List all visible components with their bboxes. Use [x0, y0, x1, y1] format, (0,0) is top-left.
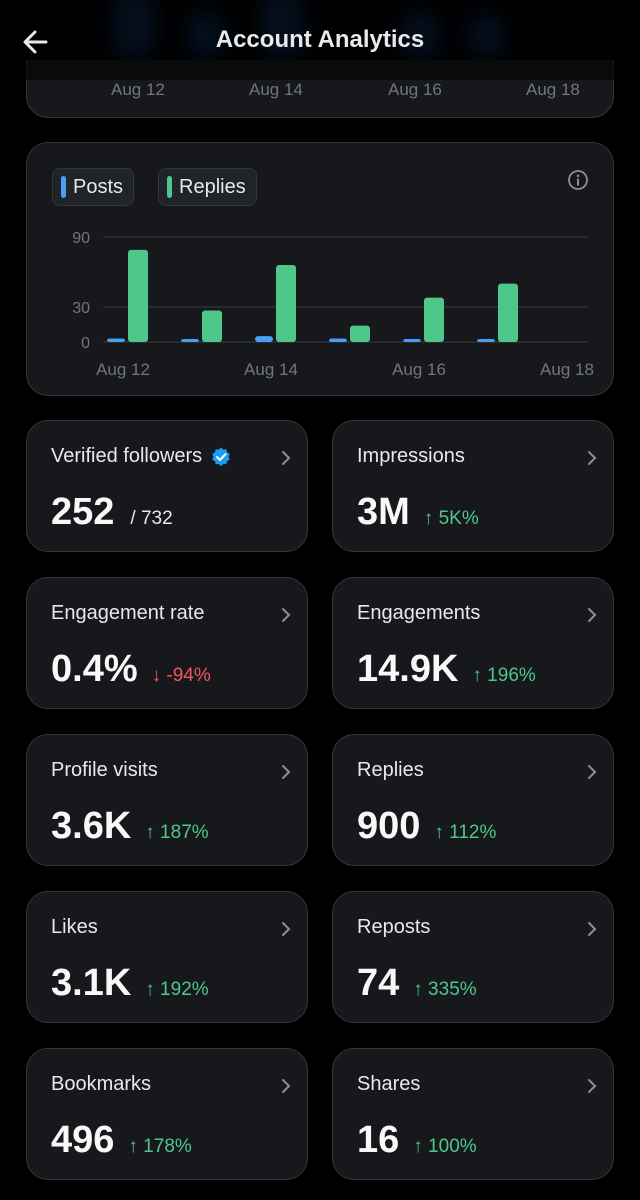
stat-delta: ↑ 187%	[145, 822, 209, 843]
stat-delta: ↑ 100%	[413, 1136, 477, 1157]
top-bar: Account Analytics	[0, 0, 640, 80]
page-title: Account Analytics	[215, 26, 425, 53]
bar-posts	[255, 336, 273, 342]
stat-value-row: 252 / 732	[51, 491, 173, 534]
chevron-right-icon	[588, 451, 597, 465]
bar-replies	[128, 249, 148, 342]
chevron-right-icon	[282, 922, 291, 936]
chevron-right-icon	[282, 1079, 291, 1093]
x-tick-label: Aug 18	[540, 360, 594, 379]
activity-chart-card: Posts Replies 0 30 90 Aug 12 Aug 14 Aug 16 Aug…	[26, 142, 614, 396]
stat-total: / 732	[130, 508, 173, 529]
legend-replies[interactable]: Replies	[158, 168, 257, 206]
stat-value-row: 74 ↑ 335%	[357, 962, 477, 1005]
back-arrow-icon[interactable]	[18, 24, 54, 60]
stat-value: 3.1K	[51, 962, 132, 1004]
stat-value-row: 0.4% ↓ -94%	[51, 648, 211, 691]
info-icon[interactable]	[567, 169, 589, 191]
stat-value: 16	[357, 1119, 400, 1161]
bar-chart: 0 30 90 Aug 12 Aug 14 Aug 16 Aug 18	[72, 230, 594, 379]
stat-value-row: 16 ↑ 100%	[357, 1119, 477, 1162]
stat-label: Replies	[357, 759, 424, 781]
bar-posts	[107, 338, 125, 342]
chevron-right-icon	[588, 922, 597, 936]
stat-card-engagement-rate[interactable]: Engagement rate 0.4% ↓ -94%	[26, 577, 308, 709]
chevron-right-icon	[588, 1079, 597, 1093]
stat-label: Engagement rate	[51, 602, 205, 624]
stat-label: Engagements	[357, 602, 481, 624]
stat-delta: ↓ -94%	[151, 665, 211, 686]
stat-card-likes[interactable]: Likes 3.1K ↑ 192%	[26, 891, 308, 1023]
stat-value-row: 14.9K ↑ 196%	[357, 648, 536, 691]
stat-card-shares[interactable]: Shares 16 ↑ 100%	[332, 1048, 614, 1180]
prev-axis-label: Aug 16	[388, 80, 442, 99]
stat-label: Bookmarks	[51, 1073, 152, 1095]
stat-value: 496	[51, 1119, 115, 1161]
bar-posts	[181, 339, 199, 342]
stat-label-row: Verified followers	[51, 445, 232, 468]
stat-label: Impressions	[357, 445, 465, 467]
y-tick-label: 90	[72, 230, 90, 247]
stat-delta: ↑ 178%	[128, 1136, 192, 1157]
chevron-right-icon	[282, 765, 291, 779]
stat-card-verified-followers[interactable]: Verified followers 252 / 732	[26, 420, 308, 552]
stat-value: 900	[357, 805, 421, 847]
bar-replies	[498, 283, 518, 342]
stat-value: 3.6K	[51, 805, 132, 847]
stat-card-impressions[interactable]: Impressions 3M ↑ 5K%	[332, 420, 614, 552]
stat-card-replies[interactable]: Replies 900 ↑ 112%	[332, 734, 614, 866]
legend-label: Replies	[179, 175, 246, 198]
stat-label: Shares	[357, 1073, 421, 1095]
stat-value-row: 3M ↑ 5K%	[357, 491, 479, 534]
stat-label: Profile visits	[51, 759, 158, 781]
chevron-right-icon	[588, 765, 597, 779]
legend-label: Posts	[73, 175, 124, 198]
stat-value-row: 3.1K ↑ 192%	[51, 962, 209, 1005]
bar-posts	[329, 338, 347, 342]
stat-value-row: 3.6K ↑ 187%	[51, 805, 209, 848]
y-tick-label: 0	[81, 335, 90, 352]
legend-posts[interactable]: Posts	[52, 168, 135, 206]
stat-card-bookmarks[interactable]: Bookmarks 496 ↑ 178%	[26, 1048, 308, 1180]
stat-card-profile-visits[interactable]: Profile visits 3.6K ↑ 187%	[26, 734, 308, 866]
prev-axis-label: Aug 12	[111, 80, 165, 99]
x-tick-label: Aug 12	[96, 360, 150, 379]
stat-card-engagements[interactable]: Engagements 14.9K ↑ 196%	[332, 577, 614, 709]
chevron-right-icon	[282, 608, 291, 622]
stat-delta: ↑ 192%	[145, 979, 209, 1000]
stat-value-row: 900 ↑ 112%	[357, 805, 496, 848]
chevron-right-icon	[588, 608, 597, 622]
bar-posts	[403, 339, 421, 342]
stat-value: 3M	[357, 491, 410, 533]
stat-value: 74	[357, 962, 400, 1004]
bar-replies	[350, 325, 370, 342]
verified-badge-icon	[212, 447, 230, 466]
bar-replies	[276, 265, 296, 342]
stat-value: 252	[51, 491, 115, 533]
stat-label: Likes	[51, 916, 98, 938]
stat-label: Reposts	[357, 916, 431, 938]
prev-axis-label: Aug 14	[249, 80, 303, 99]
stat-value: 0.4%	[51, 648, 138, 690]
stat-delta: ↑ 196%	[472, 665, 536, 686]
legend-swatch-posts	[61, 176, 66, 198]
bar-replies	[424, 297, 444, 342]
stat-delta: ↑ 112%	[434, 822, 497, 843]
chevron-right-icon	[282, 451, 291, 465]
x-tick-label: Aug 14	[244, 360, 298, 379]
bar-posts	[477, 339, 495, 342]
y-tick-label: 30	[72, 300, 90, 317]
stat-delta: ↑ 335%	[413, 979, 477, 1000]
bar-replies	[202, 310, 222, 342]
stat-card-reposts[interactable]: Reposts 74 ↑ 335%	[332, 891, 614, 1023]
stat-value: 14.9K	[357, 648, 459, 690]
x-tick-label: Aug 16	[392, 360, 446, 379]
stat-value-row: 496 ↑ 178%	[51, 1119, 192, 1162]
legend-swatch-replies	[167, 176, 172, 198]
prev-axis-label: Aug 18	[526, 80, 580, 99]
stat-delta: ↑ 5K%	[423, 508, 479, 529]
stat-label: Verified followers	[51, 445, 203, 467]
